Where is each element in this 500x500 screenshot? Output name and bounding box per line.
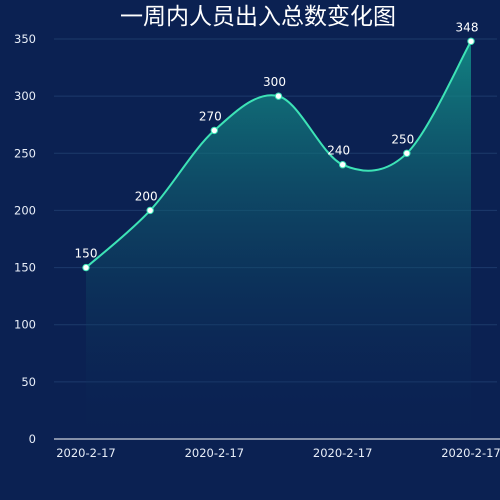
- data-label: 270: [199, 109, 222, 123]
- data-points: [82, 37, 475, 272]
- data-label: 348: [456, 20, 479, 34]
- data-label: 200: [135, 189, 158, 203]
- y-tick-label: 250: [14, 146, 36, 160]
- x-axis-ticks: 2020-2-17 2020-2-17 2020-2-17 2020-2-17: [56, 446, 500, 460]
- chart-title: 一周内人员出入总数变化图: [120, 4, 396, 30]
- y-tick-label: 200: [14, 203, 36, 217]
- data-point: [210, 126, 219, 135]
- data-point: [82, 263, 90, 272]
- y-tick-label: 50: [21, 375, 36, 389]
- series-area: [86, 41, 471, 440]
- data-label: 300: [263, 75, 286, 89]
- data-label: 240: [327, 144, 350, 158]
- x-tick-label: 2020-2-17: [441, 446, 500, 460]
- data-label: 150: [75, 247, 98, 261]
- x-tick-label: 2020-2-17: [185, 446, 245, 460]
- data-labels: 150 200 270 300 240 250 348: [75, 20, 479, 260]
- y-tick-label: 100: [14, 318, 36, 332]
- data-label: 250: [391, 132, 414, 146]
- data-point: [338, 161, 347, 169]
- y-tick-label: 0: [29, 432, 36, 446]
- data-point: [274, 92, 283, 100]
- data-point: [146, 206, 154, 215]
- y-tick-label: 300: [14, 89, 36, 103]
- y-axis-ticks: 0 50 100 150 200 250 300 350: [14, 32, 36, 446]
- data-point: [467, 37, 475, 45]
- x-tick-label: 2020-2-17: [56, 446, 116, 460]
- y-tick-label: 150: [14, 261, 36, 275]
- data-point: [403, 149, 411, 157]
- x-tick-label: 2020-2-17: [313, 446, 373, 460]
- y-tick-label: 350: [14, 32, 36, 46]
